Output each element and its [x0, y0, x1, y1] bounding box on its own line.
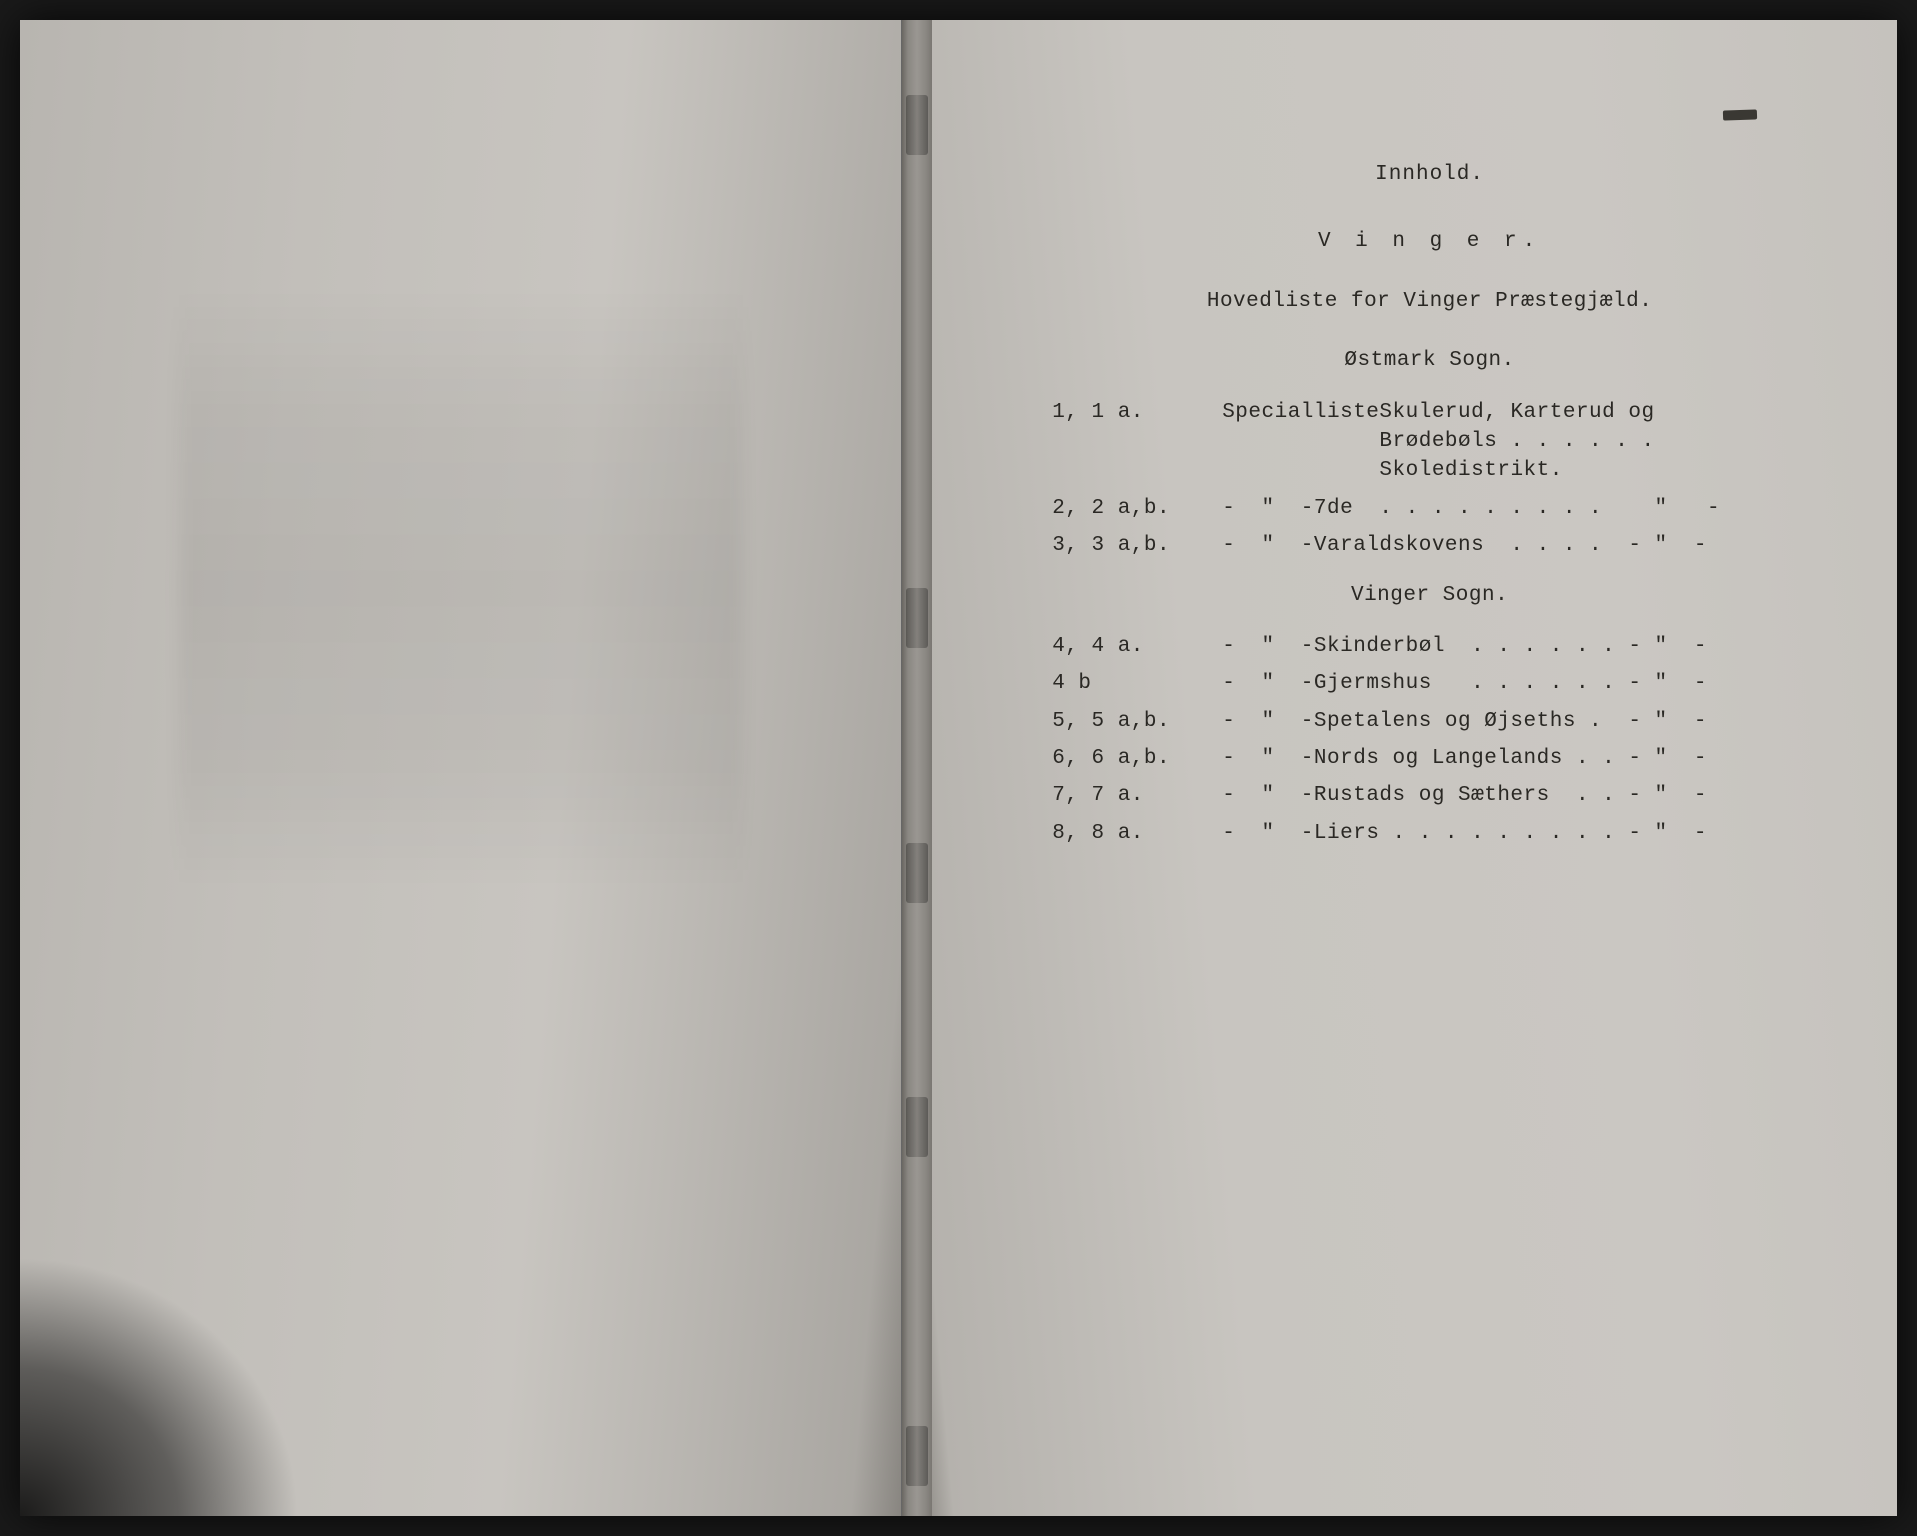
list-item: 4 b - " - Gjermshus . . . . . . - " -: [1052, 669, 1807, 698]
list-item: 6, 6 a,b. - " - Nords og Langelands . . …: [1052, 744, 1807, 773]
contents-title: Innhold.: [1052, 160, 1807, 189]
item-type: - " -: [1222, 819, 1314, 848]
book-spine: [902, 20, 932, 1516]
section-heading: Vinger Sogn.: [1052, 581, 1807, 610]
item-description: Liers . . . . . . . . . - " -: [1314, 819, 1807, 848]
item-number: 4, 4 a.: [1052, 632, 1222, 661]
item-description: Spetalens og Øjseths . - " -: [1314, 707, 1807, 736]
list-item: 7, 7 a. - " - Rustads og Sæthers . . - "…: [1052, 781, 1807, 810]
list-item: 2, 2 a,b. - " - 7de . . . . . . . . . " …: [1052, 494, 1807, 523]
item-type: - " -: [1222, 531, 1314, 560]
item-number: 5, 5 a,b.: [1052, 707, 1222, 736]
item-type: Specialliste: [1222, 398, 1379, 427]
list-item: 1, 1 a. Specialliste Skulerud, Karterud …: [1052, 398, 1807, 486]
item-description: Varaldskovens . . . . - " -: [1314, 531, 1807, 560]
main-list-heading: Hovedliste for Vinger Præstegjæld.: [1052, 287, 1807, 316]
item-type: - " -: [1222, 494, 1314, 523]
binding-mark: [906, 843, 928, 903]
item-number: 1, 1 a.: [1052, 398, 1222, 427]
item-number: 6, 6 a,b.: [1052, 744, 1222, 773]
binding-mark: [906, 1426, 928, 1486]
item-type: - " -: [1222, 669, 1314, 698]
item-description: 7de . . . . . . . . . " -: [1314, 494, 1807, 523]
list-item: 3, 3 a,b. - " - Varaldskovens . . . . - …: [1052, 531, 1807, 560]
item-type: - " -: [1222, 707, 1314, 736]
right-page: Innhold. V i n g e r. Hovedliste for Vin…: [932, 20, 1897, 1516]
item-type: - " -: [1222, 632, 1314, 661]
page-artifact-mark: [1723, 109, 1757, 120]
list-item: 4, 4 a. - " - Skinderbøl . . . . . . - "…: [1052, 632, 1807, 661]
item-number: 3, 3 a,b.: [1052, 531, 1222, 560]
section-heading: Østmark Sogn.: [1052, 346, 1807, 375]
item-number: 4 b: [1052, 669, 1222, 698]
item-number: 7, 7 a.: [1052, 781, 1222, 810]
item-description: Skulerud, Karterud og Brødebøls . . . . …: [1379, 398, 1807, 486]
scanned-book-spread: Innhold. V i n g e r. Hovedliste for Vin…: [20, 20, 1897, 1516]
item-number: 8, 8 a.: [1052, 819, 1222, 848]
item-type: - " -: [1222, 744, 1314, 773]
district-heading: V i n g e r.: [1052, 227, 1807, 256]
list-item: 5, 5 a,b. - " - Spetalens og Øjseths . -…: [1052, 707, 1807, 736]
binding-mark: [906, 588, 928, 648]
binding-mark: [906, 1097, 928, 1157]
item-description: Gjermshus . . . . . . - " -: [1314, 669, 1807, 698]
item-description: Nords og Langelands . . - " -: [1314, 744, 1807, 773]
list-item: 8, 8 a. - " - Liers . . . . . . . . . - …: [1052, 819, 1807, 848]
left-page: [20, 20, 902, 1516]
item-description: Rustads og Sæthers . . - " -: [1314, 781, 1807, 810]
item-number: 2, 2 a,b.: [1052, 494, 1222, 523]
item-type: - " -: [1222, 781, 1314, 810]
item-description: Skinderbøl . . . . . . - " -: [1314, 632, 1807, 661]
binding-mark: [906, 95, 928, 155]
